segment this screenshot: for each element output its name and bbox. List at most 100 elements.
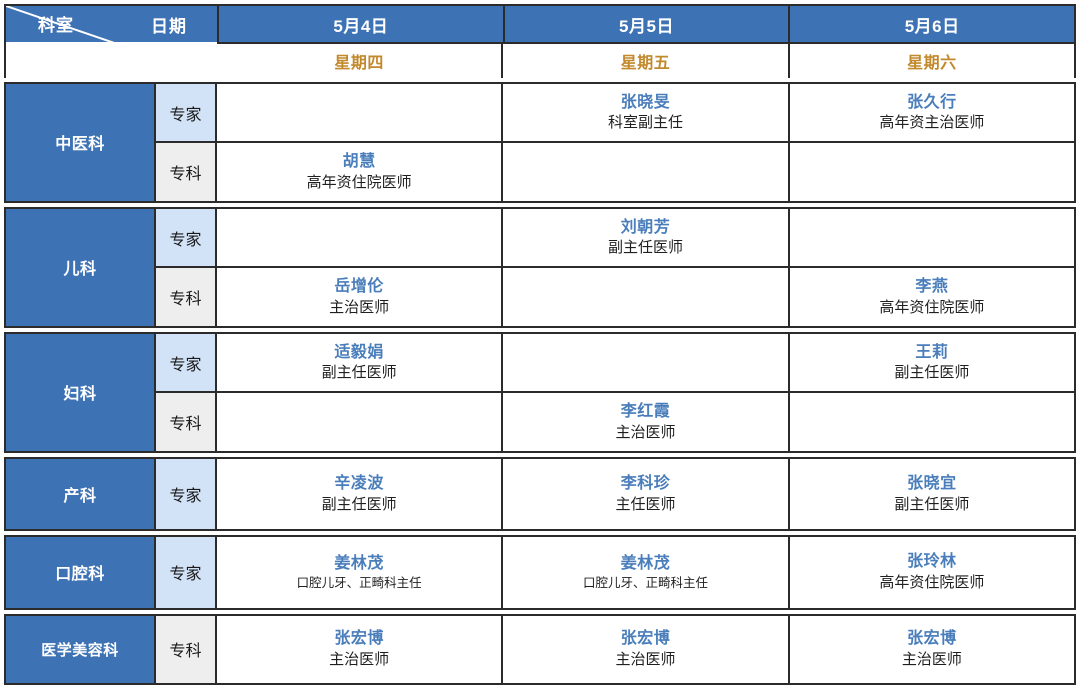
department-group: 医学美容科 专科 张宏博 主治医师 张宏博 主治医师 张宏博 主治医师 <box>4 613 1076 685</box>
doctor-title: 副主任医师 <box>321 364 397 382</box>
doctor-title: 副主任医师 <box>894 364 970 382</box>
department-name: 儿科 <box>6 208 156 326</box>
clinic-type-label: 专科 <box>156 143 217 201</box>
schedule-row: 专家 适毅娟 副主任医师 王莉 副主任医师 <box>156 333 1074 394</box>
table-header: 日期 科室 5月4日 5月5日 5月6日 星期四 星期五 星期六 <box>4 4 1076 78</box>
clinic-type-label: 专科 <box>156 393 217 451</box>
schedule-cell[interactable]: 刘朝芳 副主任医师 <box>503 208 790 267</box>
schedule-row: 专科 胡慧 高年资住院医师 <box>156 143 1074 201</box>
department-group: 口腔科 专家 姜林茂 口腔儿牙、正畸科主任 姜林茂 口腔儿牙、正畸科主任 张玲林 高年资住院医… <box>4 535 1076 610</box>
schedule-cell-empty[interactable] <box>503 143 790 201</box>
schedule-cell-empty[interactable] <box>217 393 504 451</box>
department-name: 妇科 <box>6 333 156 451</box>
schedule-cell-empty[interactable] <box>503 268 790 326</box>
schedule-cell[interactable]: 胡慧 高年资住院医师 <box>217 143 504 201</box>
schedule-cell[interactable]: 姜林茂 口腔儿牙、正畸科主任 <box>503 537 790 608</box>
doctor-title: 副主任医师 <box>607 239 683 257</box>
doctor-title: 副主任医师 <box>321 495 397 513</box>
schedule-cell[interactable]: 李燕 高年资住院医师 <box>789 268 1074 326</box>
corner-header-cell: 日期 科室 <box>6 6 219 42</box>
department-group: 产科 专家 辛凌波 副主任医师 李科珍 主任医师 张晓宜 副主任医师 <box>4 456 1076 532</box>
department-group: 中医科 专家 张晓旻 科室副主任 张久行 高年资主治医师 专科 胡慧 高年资住院医师 <box>4 82 1076 203</box>
department-name: 中医科 <box>6 84 156 201</box>
clinic-type-label: 专家 <box>156 208 217 267</box>
schedule-row: 专家 张晓旻 科室副主任 张久行 高年资主治医师 <box>156 84 1074 144</box>
schedule-cell-empty[interactable] <box>503 333 790 392</box>
schedule-cell[interactable]: 张晓旻 科室副主任 <box>503 84 790 142</box>
schedule-cell[interactable]: 姜林茂 口腔儿牙、正畸科主任 <box>217 537 504 608</box>
department-rows: 专科 张宏博 主治医师 张宏博 主治医师 张宏博 主治医师 <box>156 615 1074 683</box>
doctor-title: 副主任医师 <box>894 495 970 513</box>
schedule-cell[interactable]: 张玲林高年资住院医师 <box>789 537 1074 608</box>
schedule-cell-empty[interactable] <box>789 208 1074 267</box>
doctor-name: 李燕 <box>915 278 949 296</box>
corner-date-label: 日期 <box>151 17 187 36</box>
schedule-cell-empty[interactable] <box>217 84 504 142</box>
date-header-2: 5月6日 <box>790 6 1075 42</box>
header-row-weekdays: 星期四 星期五 星期六 <box>6 42 1074 78</box>
schedule-row: 专家 刘朝芳副主任医师 <box>156 208 1074 269</box>
schedule-cell-empty[interactable] <box>789 393 1074 451</box>
doctor-name: 张久行 <box>907 93 957 111</box>
doctor-title: 口腔儿牙、正畸科主任 <box>582 575 708 590</box>
doctor-name: 适毅娟 <box>334 343 384 361</box>
department-rows: 专家 张晓旻 科室副主任 张久行 高年资主治医师 专科 胡慧 高年资住院医师 <box>156 84 1074 201</box>
clinic-type-label: 专家 <box>156 458 217 530</box>
date-header-0: 5月4日 <box>219 6 505 42</box>
department-rows: 专家 姜林茂 口腔儿牙、正畸科主任 姜林茂 口腔儿牙、正畸科主任 张玲林 高年资住院医师 <box>156 537 1074 608</box>
doctor-name: 李红霞 <box>620 403 671 421</box>
schedule-row: 专科 岳增伦 主治医师 李燕 高年资住院医师 <box>156 268 1074 326</box>
schedule-cell[interactable]: 张晓宜 副主任医师 <box>789 458 1074 530</box>
clinic-type-label: 专科 <box>156 615 217 683</box>
schedule-cell-empty[interactable] <box>789 143 1074 201</box>
schedule-cell[interactable]: 王莉 副主任医师 <box>789 333 1074 392</box>
weekday-header-0: 星期四 <box>217 42 504 78</box>
schedule-row: 专科 李红霞主治医师 <box>156 393 1074 451</box>
doctor-name: 李科珍 <box>620 474 671 492</box>
clinic-type-label: 专家 <box>156 537 217 608</box>
department-name: 医学美容科 <box>6 615 156 683</box>
doctor-title: 主治医师 <box>615 423 676 441</box>
department-rows: 专家 刘朝芳 副主任医师 专科 岳增伦 主治医师 李燕 高年资住院医师 <box>156 208 1074 326</box>
doctor-name: 胡慧 <box>342 153 376 171</box>
doctor-name: 王莉 <box>915 343 949 361</box>
clinic-type-label: 专科 <box>156 268 217 326</box>
doctor-title: 主治医师 <box>329 650 390 668</box>
schedule-cell[interactable]: 张宏博 主治医师 <box>503 615 790 683</box>
doctor-title: 高年资住院医师 <box>306 173 412 191</box>
schedule-cell-empty[interactable] <box>217 208 504 267</box>
schedule-cell[interactable]: 岳增伦 主治医师 <box>217 268 504 326</box>
weekday-header-2: 星期六 <box>789 42 1074 78</box>
doctor-name: 辛凌波 <box>334 474 384 492</box>
schedule-cell[interactable]: 适毅娟 副主任医师 <box>217 333 504 392</box>
doctor-name: 岳增伦 <box>334 278 384 296</box>
doctor-name: 张玲林 <box>907 553 957 571</box>
schedule-cell[interactable]: 张久行高年资主治医师 <box>789 84 1074 142</box>
corner-dept-label: 科室 <box>38 16 74 35</box>
schedule-row: 专家 辛凌波 副主任医师 李科珍 主任医师 张晓宜 副主任医师 <box>156 458 1074 530</box>
doctor-title: 高年资住院医师 <box>879 298 985 316</box>
schedule-cell[interactable]: 李红霞 主治医师 <box>503 393 790 451</box>
doctor-title: 高年资住院医师 <box>879 574 985 591</box>
doctor-name: 刘朝芳 <box>620 218 671 236</box>
doctor-title: 高年资主治医师 <box>879 114 985 132</box>
doctor-title: 主任医师 <box>615 495 676 513</box>
department-name: 口腔科 <box>6 537 156 608</box>
doctor-title: 主治医师 <box>901 650 962 668</box>
doctor-name: 张宏博 <box>620 630 671 648</box>
schedule-cell[interactable]: 辛凌波 副主任医师 <box>217 458 504 530</box>
clinic-type-label: 专家 <box>156 84 217 142</box>
schedule-cell[interactable]: 张宏博 主治医师 <box>217 615 504 683</box>
schedule-row: 专科 张宏博 主治医师 张宏博 主治医师 张宏博 主治医师 <box>156 615 1074 683</box>
weekday-header-1: 星期五 <box>503 42 790 78</box>
schedule-cell[interactable]: 李科珍 主任医师 <box>503 458 790 530</box>
schedule-cell[interactable]: 张宏博 主治医师 <box>789 615 1074 683</box>
corner-spacer <box>6 42 217 78</box>
doctor-title: 主治医师 <box>329 298 390 316</box>
doctor-title: 主治医师 <box>615 650 676 668</box>
doctor-name: 张宏博 <box>907 630 957 648</box>
header-row-dates: 日期 科室 5月4日 5月5日 5月6日 <box>6 6 1075 42</box>
clinic-type-label: 专家 <box>156 333 217 392</box>
table-body: 中医科 专家 张晓旻 科室副主任 张久行 高年资主治医师 专科 胡慧 高年资住院医师 儿科 专家 刘朝… <box>4 82 1076 685</box>
